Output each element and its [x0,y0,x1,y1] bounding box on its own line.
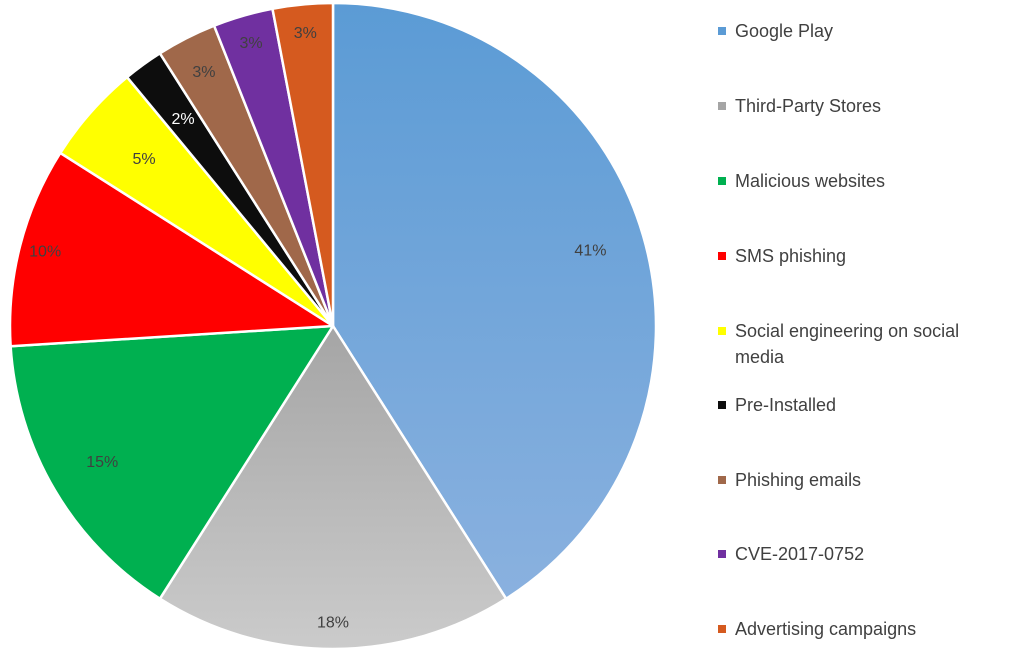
pie-slice-sms-phishing [8,151,335,348]
legend-swatch [718,550,726,558]
legend-label: Phishing emails [735,470,862,490]
pie-data-labels: 41% 18% 15% 10% 5% 2% 3% 3% 3% [29,25,606,632]
legend-swatch [718,401,726,409]
legend-label: Pre-Installed [735,395,837,415]
legend-item: Advertising campaigns [718,616,995,642]
legend-label: Advertising campaigns [735,619,917,639]
legend-item: SMS phishing [718,243,995,269]
pie-slice-malicious-websites [9,324,335,600]
pie-data-label: 3% [239,35,262,52]
pie-data-label: 3% [192,64,215,81]
pie-data-label: 2% [171,111,194,128]
legend-swatch [718,327,726,335]
legend-swatch [718,102,726,110]
legend-label: Malicious websites [735,171,886,191]
legend-label: SMS phishing [735,246,847,266]
legend-item: Phishing emails [718,467,995,493]
legend-item: Third-Party Stores [718,93,995,119]
legend-swatch [718,177,726,185]
legend-item: CVE-2017-0752 [718,541,995,567]
legend-swatch [718,625,726,633]
pie-data-label: 5% [132,151,155,168]
legend-swatch [718,476,726,484]
pie-slice-advertising-campaigns [271,1,335,328]
legend-label: Third-Party Stores [735,96,882,116]
legend-label: Google Play [735,21,834,41]
pie-data-label: 41% [574,243,606,260]
pie-data-label: 15% [86,454,118,471]
pie-chart-plot: 41% 18% 15% 10% 5% 2% 3% 3% 3% [8,1,658,651]
legend-label: CVE-2017-0752 [735,544,865,564]
legend-item: Google Play [718,18,995,44]
pie-slice-google-play [331,1,658,600]
legend-swatch [718,252,726,260]
pie-slice-third-party-stores [158,324,508,651]
legend-label: Social engineering on social media [735,321,960,367]
pie-data-label: 18% [317,615,349,632]
legend-item: Pre-Installed [718,392,995,418]
pie-data-label: 10% [29,244,61,261]
legend-swatch [718,27,726,35]
pie-data-label: 3% [294,25,317,42]
legend-item: Malicious websites [718,168,995,194]
pie-slices [8,1,658,651]
legend-item: Social engineering on social media [718,318,995,370]
